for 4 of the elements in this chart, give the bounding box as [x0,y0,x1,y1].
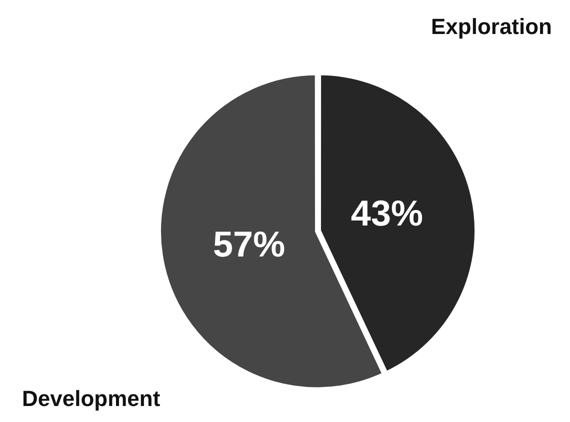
data-label: 57% [213,223,286,264]
data-label: 43% [350,192,423,234]
slice-label: Development [22,386,161,412]
slice-label: Exploration [430,14,552,40]
